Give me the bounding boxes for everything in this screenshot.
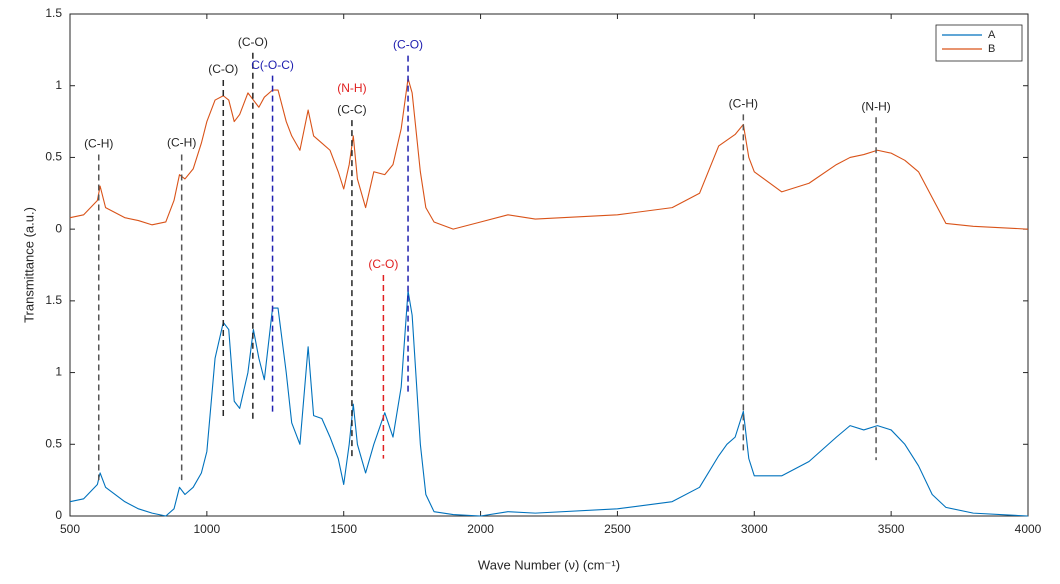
x-tick-label: 3000	[741, 522, 768, 536]
annotation-label: (C-O)	[238, 35, 268, 49]
annotation-label: C(-O-C)	[251, 58, 294, 72]
legend-label: A	[988, 29, 996, 41]
y-tick-label: 1	[55, 365, 62, 379]
x-tick-label: 1000	[194, 522, 221, 536]
x-tick-label: 4000	[1015, 522, 1042, 536]
y-axis-label: Transmittance (a.u.)	[21, 207, 36, 323]
x-tick-label: 3500	[878, 522, 905, 536]
x-tick-label: 1500	[330, 522, 357, 536]
y-tick-label: 1	[55, 78, 62, 92]
annotation-label: (C-H)	[167, 135, 196, 149]
y-tick-label: 1.5	[45, 6, 62, 20]
annotation-label: (C-O)	[208, 62, 238, 76]
plot-area	[69, 13, 1029, 517]
x-tick-label: 500	[60, 522, 80, 536]
y-tick-label: 0	[55, 508, 62, 522]
annotation-label: (N-H)	[337, 81, 366, 95]
y-tick-label: 0	[55, 221, 62, 235]
annotation-label: (C-H)	[84, 137, 113, 151]
legend-label: B	[988, 43, 995, 55]
y-tick-label: 0.5	[45, 436, 62, 450]
annotation-label: (C-O)	[368, 257, 398, 271]
x-axis-label: Wave Number (ν) (cm⁻¹)	[478, 557, 620, 572]
spectrum-line	[69, 77, 1029, 230]
annotation-label: (C-H)	[729, 97, 758, 111]
annotation-label: (C-C)	[337, 102, 366, 116]
x-tick-label: 2500	[604, 522, 631, 536]
legend-box	[935, 24, 1023, 62]
annotation-label: (C-O)	[393, 38, 423, 52]
annotation-label: (N-H)	[861, 99, 890, 113]
y-tick-label: 1.5	[45, 293, 62, 307]
spectrum-line	[69, 290, 1029, 517]
y-tick-label: 0.5	[45, 150, 62, 164]
x-tick-label: 2000	[467, 522, 494, 536]
